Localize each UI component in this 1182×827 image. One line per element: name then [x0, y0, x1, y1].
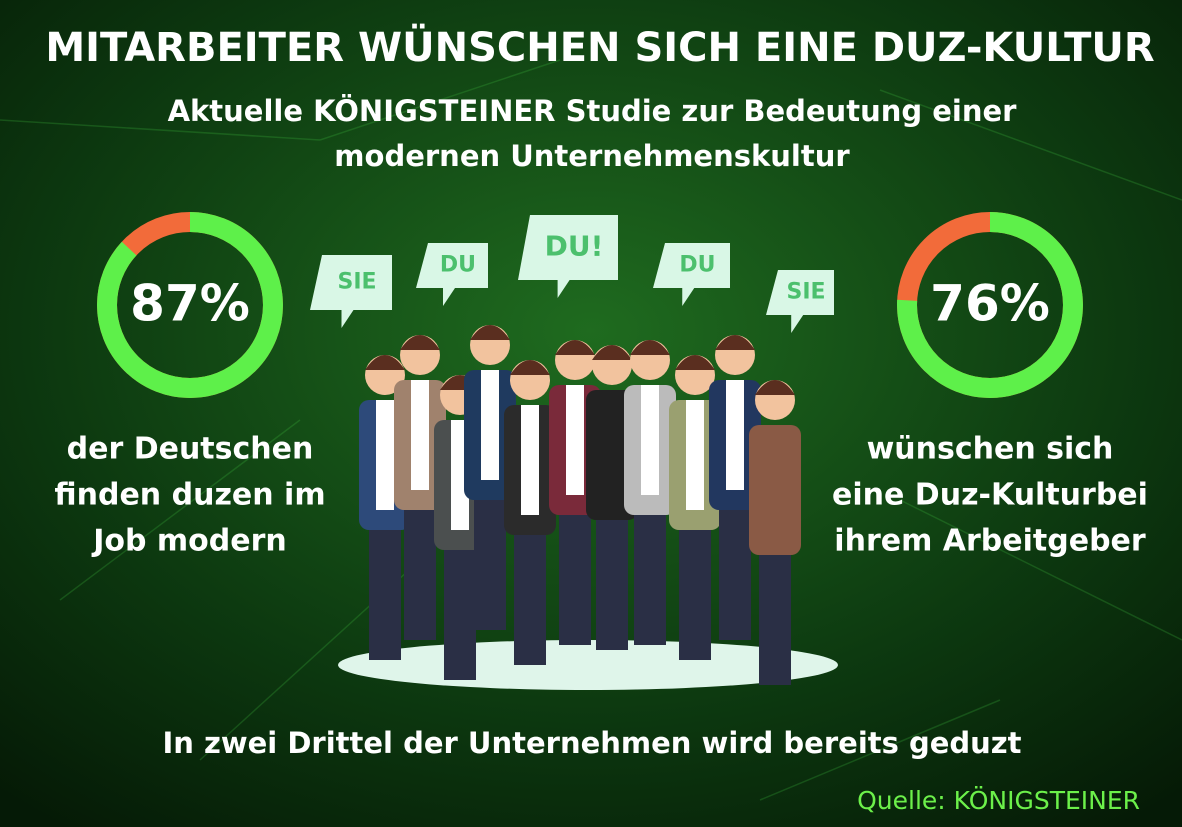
- hair: [470, 325, 510, 340]
- bubble: [310, 255, 392, 328]
- shirt: [603, 390, 621, 500]
- hair: [630, 340, 670, 355]
- bubble: [518, 215, 618, 298]
- percent-label: 87%: [130, 275, 250, 333]
- shirt: [521, 405, 539, 515]
- shirt: [726, 380, 744, 490]
- leg: [514, 525, 546, 665]
- bubble-text: DU!: [545, 230, 604, 263]
- speech-bubbles: SIE DU DU! DU SIE: [310, 215, 834, 333]
- shirt: [566, 385, 584, 495]
- leg: [679, 520, 711, 660]
- shirt: [376, 400, 394, 510]
- subtitle: modernen Unternehmenskultur: [334, 139, 850, 173]
- leg: [559, 505, 591, 645]
- shirt: [766, 425, 784, 535]
- bubble: [766, 270, 834, 333]
- hair: [510, 360, 550, 375]
- bubble-text: DU: [679, 253, 715, 278]
- stat-text: wünschen sich: [867, 432, 1114, 467]
- donut-segment: [97, 212, 283, 398]
- stat-text: Job modern: [91, 524, 287, 559]
- source: Quelle: KÖNIGSTEINER: [857, 786, 1140, 815]
- bubble-text: SIE: [337, 270, 376, 295]
- people-illustration: [359, 325, 801, 685]
- bubble-text: SIE: [786, 280, 825, 305]
- hair: [592, 345, 632, 360]
- stat-text: der Deutschen: [67, 432, 314, 467]
- leg: [444, 540, 476, 680]
- hair: [365, 355, 405, 370]
- stat-text: ihrem Arbeitgeber: [834, 524, 1146, 559]
- shirt: [481, 370, 499, 480]
- percent-label: 76%: [930, 275, 1050, 333]
- leg: [474, 490, 506, 630]
- shirt: [641, 385, 659, 495]
- hair: [715, 335, 755, 350]
- hair: [400, 335, 440, 350]
- stat-text: eine Duz-Kulturbei: [832, 478, 1148, 513]
- shirt: [686, 400, 704, 510]
- stat-text: finden duzen im: [54, 478, 325, 513]
- footer: In zwei Drittel der Unternehmen wird ber…: [162, 726, 1021, 760]
- leg: [719, 500, 751, 640]
- leg: [634, 505, 666, 645]
- hair: [755, 380, 795, 395]
- hair: [555, 340, 595, 355]
- leg: [369, 520, 401, 660]
- leg: [404, 500, 436, 640]
- bubble: [416, 243, 488, 306]
- shirt: [411, 380, 429, 490]
- leg: [759, 545, 791, 685]
- donut-segment: [897, 212, 1083, 398]
- leg: [596, 510, 628, 650]
- hair: [675, 355, 715, 370]
- stats: 87% der Deutschen finden duzen im Job moder…: [54, 212, 1148, 559]
- title: MITARBEITER WÜNSCHEN SICH EINE DUZ-KULTU…: [45, 23, 1154, 71]
- bubble-text: DU: [440, 253, 476, 278]
- bubble: [653, 243, 730, 306]
- subtitle: Aktuelle KÖNIGSTEINER Studie zur Bedeutu…: [168, 94, 1018, 128]
